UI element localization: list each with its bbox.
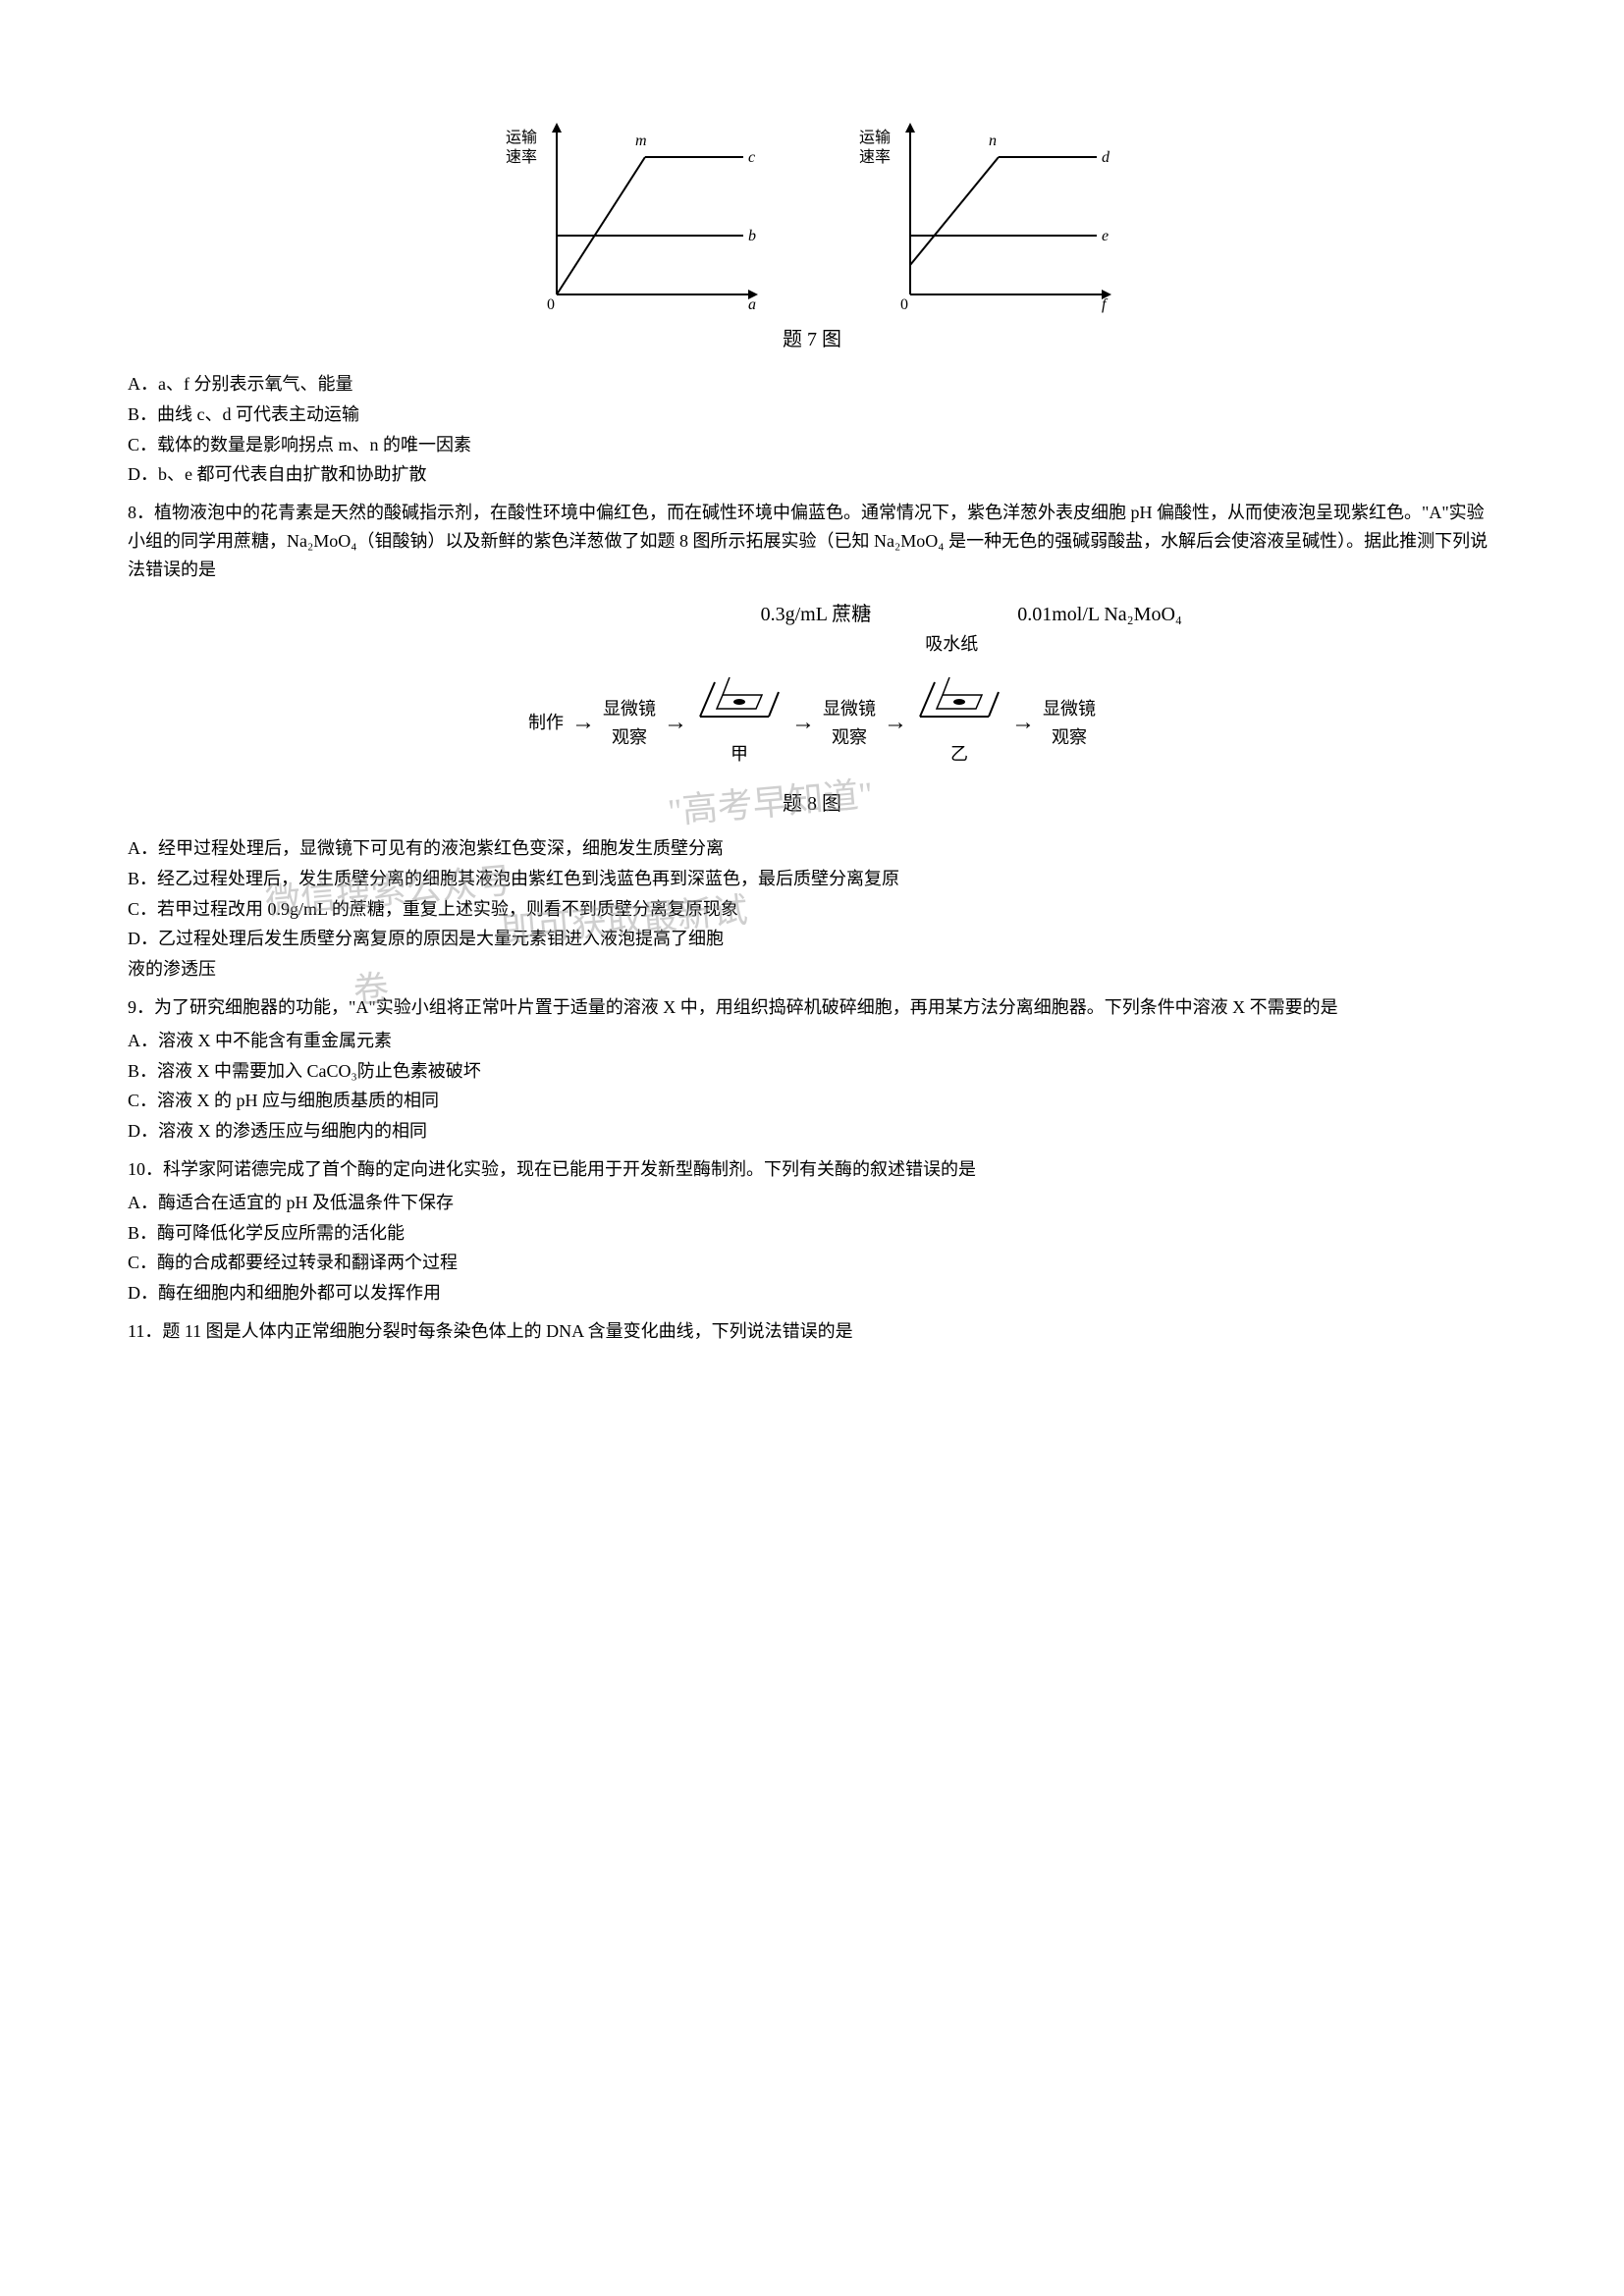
arrow-icon: → bbox=[1011, 704, 1035, 741]
xlabel-left: a bbox=[748, 296, 756, 313]
flow-step2a: 显微镜 bbox=[603, 695, 656, 723]
q9-option-c: C．溶液 X 的 pH 应与细胞质基质的相同 bbox=[128, 1087, 1496, 1115]
q7-option-c: C．载体的数量是影响拐点 m、n 的唯一因素 bbox=[128, 431, 1496, 459]
flow-step6a: 显微镜 bbox=[1043, 695, 1096, 723]
paper-label: 吸水纸 bbox=[925, 634, 978, 654]
figure-7-left: 运输 速率 m c b 0 a bbox=[498, 118, 773, 314]
ylabel-1: 运输 bbox=[506, 129, 537, 146]
point-m: m bbox=[635, 133, 647, 149]
line-d-label: d bbox=[1102, 149, 1110, 166]
q9-option-a: A．溶液 X 中不能含有重金属元素 bbox=[128, 1027, 1496, 1055]
line-c-label: c bbox=[748, 149, 755, 166]
line-e-label: e bbox=[1102, 228, 1109, 244]
origin-left: 0 bbox=[547, 296, 555, 313]
point-n: n bbox=[989, 133, 997, 149]
flow-step6b: 观察 bbox=[1043, 723, 1096, 752]
flow-jia: 甲 bbox=[695, 740, 784, 769]
xlabel-right: f bbox=[1102, 296, 1109, 313]
q11-header: 11．题 11 图是人体内正常细胞分裂时每条染色体上的 DNA 含量变化曲线，下… bbox=[128, 1317, 1496, 1346]
q8-option-d: D．乙过程处理后发生质壁分离复原的原因是大量元素钼进入液泡提高了细胞 bbox=[128, 925, 1496, 953]
q10-option-c: C．酶的合成都要经过转录和翻译两个过程 bbox=[128, 1249, 1496, 1277]
arrow-icon: → bbox=[791, 704, 815, 741]
figure-8-caption: 题 8 图 bbox=[128, 788, 1496, 820]
q7-option-a: A．a、f 分别表示氧气、能量 bbox=[128, 370, 1496, 399]
q7-option-d: D．b、e 都可代表自由扩散和协助扩散 bbox=[128, 460, 1496, 489]
arrow-icon: → bbox=[571, 704, 595, 741]
q8-flow-diagram: 制作 → 显微镜 观察 → 甲 → 显微镜 观察 → bbox=[128, 677, 1496, 769]
q10-header: 10．科学家阿诺德完成了首个酶的定向进化实验，现在已能用于开发新型酶制剂。下列有… bbox=[128, 1155, 1496, 1184]
namoo4-label: 0.01mol/L Na₂MoO₄ bbox=[1017, 604, 1182, 625]
ylabel-1r: 运输 bbox=[859, 129, 891, 146]
q8-option-d-cont: 液的渗透压 bbox=[128, 955, 1496, 984]
q8-option-a: A．经甲过程处理后，显微镜下可见有的液泡紫红色变深，细胞发生质壁分离 bbox=[128, 834, 1496, 863]
flow-step1: 制作 bbox=[528, 709, 564, 737]
q10-option-a: A．酶适合在适宜的 pH 及低温条件下保存 bbox=[128, 1189, 1496, 1217]
q10-option-d: D．酶在细胞内和细胞外都可以发挥作用 bbox=[128, 1279, 1496, 1308]
q9-option-d: D．溶液 X 的渗透压应与细胞内的相同 bbox=[128, 1117, 1496, 1146]
flow-step4b: 观察 bbox=[823, 723, 876, 752]
q9-option-b: B．溶液 X 中需要加入 CaCO₃防止色素被破坏 bbox=[128, 1057, 1496, 1086]
line-b-label: b bbox=[748, 228, 756, 244]
figure-7-caption: 题 7 图 bbox=[128, 324, 1496, 355]
q8-header: 8．植物液泡中的花青素是天然的酸碱指示剂，在酸性环境中偏红色，而在碱性环境中偏蓝… bbox=[128, 499, 1496, 583]
figure-7-pair: 运输 速率 m c b 0 a 运输 速率 n d e 0 f bbox=[128, 118, 1496, 314]
origin-right: 0 bbox=[900, 296, 908, 313]
q9-header: 9．为了研究细胞器的功能，"A"实验小组将正常叶片置于适量的溶液 X 中，用组织… bbox=[128, 993, 1496, 1022]
flow-yi: 乙 bbox=[915, 740, 1003, 769]
q8-option-b: B．经乙过程处理后，发生质壁分离的细胞其液泡由紫红色到浅蓝色再到深蓝色，最后质壁… bbox=[128, 865, 1496, 893]
figure-7-right: 运输 速率 n d e 0 f bbox=[851, 118, 1126, 314]
slide-jia-icon bbox=[695, 677, 784, 731]
q10-option-b: B．酶可降低化学反应所需的活化能 bbox=[128, 1219, 1496, 1248]
q8-option-c: C．若甲过程改用 0.9g/mL 的蔗糖，重复上述实验，则看不到质壁分离复原现象 bbox=[128, 895, 1496, 924]
slide-yi-icon bbox=[915, 677, 1003, 731]
ylabel-2r: 速率 bbox=[859, 148, 891, 166]
flow-step4a: 显微镜 bbox=[823, 695, 876, 723]
flow-step2b: 观察 bbox=[603, 723, 656, 752]
ylabel-2: 速率 bbox=[506, 148, 537, 166]
arrow-icon: → bbox=[664, 704, 687, 741]
q7-option-b: B．曲线 c、d 可代表主动运输 bbox=[128, 400, 1496, 429]
sucrose-label: 0.3g/mL 蔗糖 bbox=[761, 604, 872, 625]
arrow-icon: → bbox=[884, 704, 907, 741]
